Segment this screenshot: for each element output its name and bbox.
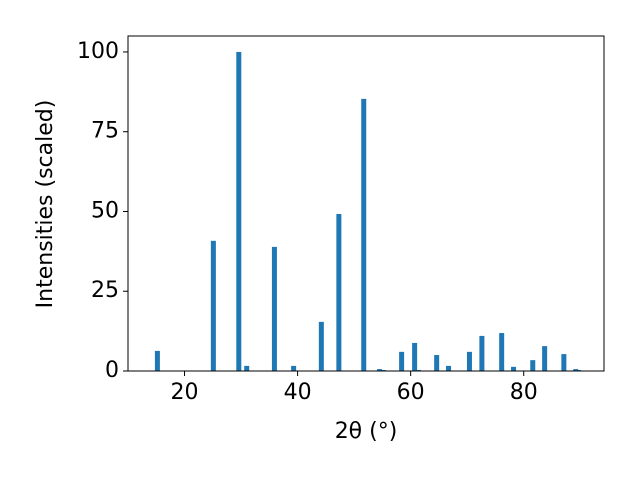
bar: [399, 351, 405, 371]
bar: [412, 342, 418, 371]
bar: [434, 355, 440, 371]
bar: [361, 98, 367, 371]
bar: [236, 51, 242, 371]
x-axis-label: 2θ (°): [335, 419, 398, 444]
plot-frame: [127, 35, 605, 372]
bar: [154, 350, 160, 371]
x-tick-label: 40: [284, 380, 312, 405]
bar: [479, 335, 485, 371]
bar: [336, 214, 342, 371]
bar: [291, 365, 297, 371]
bar: [466, 351, 472, 371]
bar: [573, 369, 579, 371]
bar: [511, 366, 517, 371]
bar: [499, 333, 505, 371]
bar: [561, 354, 567, 371]
bar: [377, 369, 383, 371]
x-tick-label: 80: [510, 380, 538, 405]
bar: [210, 240, 216, 371]
x-tick-label: 60: [397, 380, 425, 405]
bar: [318, 321, 324, 371]
bar: [530, 360, 536, 371]
y-tick-label: 100: [77, 39, 119, 64]
y-tick-label: 75: [91, 119, 119, 144]
x-tick-label: 20: [171, 380, 199, 405]
y-tick-label: 50: [91, 198, 119, 223]
bar: [244, 365, 250, 371]
y-tick-label: 0: [105, 358, 119, 383]
y-tick-label: 25: [91, 278, 119, 303]
bar: [542, 346, 548, 371]
bar: [271, 246, 277, 371]
y-axis-label: Intensities (scaled): [33, 100, 58, 309]
bar: [446, 365, 452, 371]
